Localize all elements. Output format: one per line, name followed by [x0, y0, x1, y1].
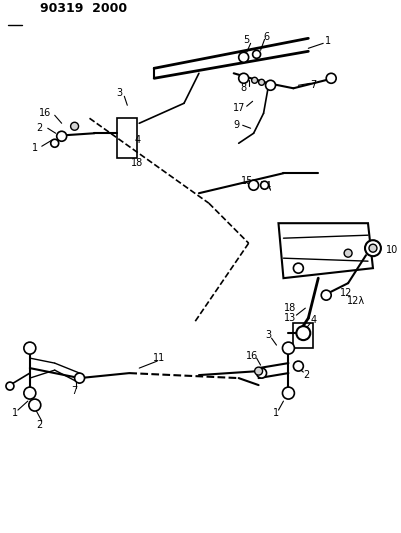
Text: 1: 1 [325, 36, 331, 46]
Circle shape [365, 240, 381, 256]
Text: 13: 13 [284, 313, 297, 323]
Text: 9: 9 [234, 120, 240, 130]
Circle shape [239, 74, 249, 83]
Circle shape [282, 387, 294, 399]
Circle shape [255, 367, 263, 375]
Text: 8: 8 [241, 83, 247, 93]
Text: 18: 18 [284, 303, 297, 313]
Circle shape [321, 290, 331, 300]
Text: 3: 3 [265, 330, 271, 340]
Circle shape [71, 122, 79, 130]
Circle shape [265, 80, 275, 90]
Text: 4: 4 [310, 315, 316, 325]
Text: 1: 1 [273, 408, 279, 418]
Circle shape [294, 361, 303, 371]
Circle shape [261, 181, 269, 189]
Text: 12λ: 12λ [347, 296, 365, 306]
Text: 15: 15 [241, 176, 253, 186]
Text: 2: 2 [303, 370, 310, 380]
Text: 6: 6 [263, 33, 269, 42]
Circle shape [249, 180, 259, 190]
Text: 90319  2000: 90319 2000 [40, 2, 127, 15]
Circle shape [344, 249, 352, 257]
Text: 1: 1 [12, 408, 18, 418]
Circle shape [259, 79, 265, 85]
Circle shape [57, 131, 67, 141]
Circle shape [326, 74, 336, 83]
Text: 16: 16 [38, 108, 51, 118]
Text: 17: 17 [233, 103, 245, 114]
Circle shape [75, 373, 85, 383]
Text: 10: 10 [386, 245, 398, 255]
Text: 7: 7 [71, 386, 78, 396]
Text: 2: 2 [36, 420, 43, 430]
Circle shape [253, 50, 261, 58]
Circle shape [257, 368, 267, 378]
Text: 5: 5 [243, 35, 250, 45]
Text: 18: 18 [131, 158, 144, 168]
Text: 11: 11 [153, 353, 165, 363]
Circle shape [29, 399, 41, 411]
Circle shape [296, 326, 310, 340]
Text: 7: 7 [310, 80, 316, 90]
Text: 3: 3 [116, 88, 122, 98]
Text: 16: 16 [245, 351, 258, 361]
Circle shape [239, 52, 249, 62]
Text: 4: 4 [134, 135, 140, 146]
Circle shape [282, 342, 294, 354]
Circle shape [24, 387, 36, 399]
Circle shape [369, 244, 377, 252]
Circle shape [6, 382, 14, 390]
Circle shape [252, 77, 257, 83]
Circle shape [51, 139, 59, 147]
Text: 12: 12 [340, 288, 352, 298]
Circle shape [294, 263, 303, 273]
Circle shape [24, 342, 36, 354]
Text: 14: 14 [260, 181, 273, 191]
Text: 2: 2 [36, 123, 43, 133]
Text: 1: 1 [32, 143, 38, 154]
